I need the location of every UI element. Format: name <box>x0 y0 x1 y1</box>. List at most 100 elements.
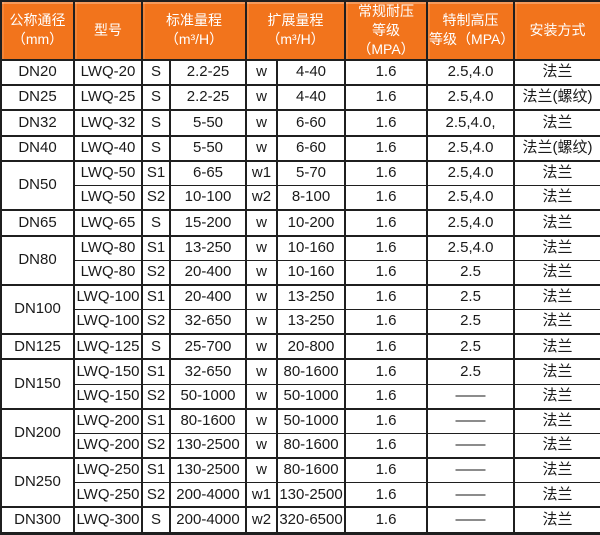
model-cell: LWQ-32 <box>73 109 143 137</box>
model-cell: LWQ-200 <box>73 432 143 460</box>
normal-pressure-cell: 1.6 <box>344 482 429 509</box>
table-row: DN50 LWQ-50 S1 6-65 w1 5-70 1.6 2.5,4.0 … <box>0 159 600 211</box>
std-grade-cell: S <box>141 83 171 112</box>
std-range-cell: 80-1600 <box>168 407 248 434</box>
mount-cell: 法兰(螺纹) <box>513 134 600 162</box>
table-row: LWQ-100 S2 32-650 w 13-250 1.6 2.5 法兰 <box>1 309 600 336</box>
high-pressure-cell: 2.5,4.0 <box>426 185 516 212</box>
std-grade-cell: S1 <box>141 358 171 385</box>
model-cell: LWQ-40 <box>73 134 143 162</box>
header-normal-pressure: 常规耐压 等级（MPA） <box>344 0 429 61</box>
ext-grade-cell: w <box>245 457 279 484</box>
ext-range-cell: 4-40 <box>276 58 347 87</box>
std-range-cell: 2.2-25 <box>168 83 248 112</box>
std-grade-cell: S <box>141 506 171 535</box>
high-pressure-cell: —— <box>426 407 516 434</box>
mount-cell: 法兰 <box>513 506 600 535</box>
header-mounting: 安装方式 <box>513 0 600 61</box>
ext-range-cell: 130-2500 <box>276 482 347 509</box>
ext-grade-cell: w <box>245 333 279 361</box>
table-row: DN125 LWQ-125 S 25-700 w 20-800 1.6 2.5 … <box>0 333 600 361</box>
table-row: LWQ-50 S2 10-100 w2 8-100 1.6 2.5,4.0 法兰 <box>1 185 600 212</box>
ext-grade-cell: w1 <box>245 159 279 187</box>
table-row: DN32 LWQ-32 S 5-50 w 6-60 1.6 2.5,4.0, 法… <box>0 109 600 137</box>
model-cell: LWQ-50 <box>73 185 143 212</box>
model-cell: LWQ-25 <box>73 83 143 112</box>
std-grade-cell: S2 <box>141 185 171 212</box>
std-range-cell: 50-1000 <box>168 383 248 410</box>
normal-pressure-cell: 1.6 <box>344 58 429 87</box>
mount-cell: 法兰 <box>513 432 600 460</box>
header-nominal-diameter: 公称通径 （mm） <box>0 0 75 61</box>
model-cell: LWQ-20 <box>73 58 143 87</box>
dn-cell: DN125 <box>0 333 75 361</box>
ext-range-cell: 13-250 <box>276 283 347 311</box>
normal-pressure-cell: 1.6 <box>344 333 429 361</box>
std-grade-cell: S2 <box>141 383 171 410</box>
model-cell: LWQ-80 <box>73 259 143 286</box>
header-extended-range: 扩展量程 （m³/H） <box>245 0 347 61</box>
table-row: DN250 LWQ-250 S1 130-2500 w 80-1600 1.6 … <box>0 457 600 508</box>
high-pressure-cell: 2.5 <box>426 309 516 336</box>
table-row: DN300 LWQ-300 S 200-4000 w2 320-6500 1.6… <box>0 506 600 535</box>
mount-cell: 法兰 <box>513 457 600 484</box>
dn-cell: DN50 <box>0 159 75 211</box>
high-pressure-cell: 2.5,4.0 <box>426 209 516 237</box>
normal-pressure-cell: 1.6 <box>344 234 429 261</box>
model-cell: LWQ-80 <box>73 234 143 261</box>
header-standard-range: 标准量程 （m³/H） <box>140 0 248 61</box>
high-pressure-cell: 2.5,4.0 <box>426 159 516 187</box>
mount-cell: 法兰 <box>513 333 600 361</box>
mount-cell: 法兰 <box>513 383 600 410</box>
std-grade-cell: S1 <box>141 283 171 311</box>
dn-cell: DN32 <box>0 109 75 137</box>
dn-cell: DN80 <box>0 234 75 286</box>
ext-grade-cell: w2 <box>245 506 279 535</box>
table-row: DN65 LWQ-65 S 15-200 w 10-200 1.6 2.5,4.… <box>0 209 600 237</box>
table-row: DN100 LWQ-100 S1 20-400 w 13-250 1.6 2.5… <box>0 283 600 335</box>
header-row: 公称通径 （mm） 型号 标准量程 （m³/H） 扩展量程 （m³/H） 常规耐… <box>0 0 600 61</box>
std-range-cell: 32-650 <box>168 358 248 385</box>
std-grade-cell: S1 <box>141 234 171 261</box>
normal-pressure-cell: 1.6 <box>344 283 429 311</box>
ext-range-cell: 10-200 <box>276 209 347 237</box>
mount-cell: 法兰 <box>513 234 600 261</box>
ext-range-cell: 10-160 <box>276 234 347 261</box>
std-range-cell: 5-50 <box>168 109 248 137</box>
ext-grade-cell: w <box>245 83 279 112</box>
mount-cell: 法兰 <box>513 185 600 212</box>
ext-range-cell: 320-6500 <box>276 506 347 535</box>
dn-cell: DN150 <box>0 358 75 410</box>
high-pressure-cell: —— <box>426 506 516 535</box>
ext-grade-cell: w <box>245 209 279 237</box>
model-cell: LWQ-250 <box>73 482 143 509</box>
ext-range-cell: 80-1600 <box>276 432 347 460</box>
high-pressure-cell: —— <box>426 457 516 484</box>
std-grade-cell: S <box>141 58 171 87</box>
normal-pressure-cell: 1.6 <box>344 109 429 137</box>
std-range-cell: 13-250 <box>168 234 248 261</box>
normal-pressure-cell: 1.6 <box>344 134 429 162</box>
std-range-cell: 25-700 <box>168 333 248 361</box>
table-row: LWQ-200 S2 130-2500 w 80-1600 1.6 —— 法兰 <box>1 432 600 460</box>
model-cell: LWQ-200 <box>73 407 143 434</box>
ext-range-cell: 13-250 <box>276 309 347 336</box>
std-grade-cell: S <box>141 134 171 162</box>
std-range-cell: 20-400 <box>168 259 248 286</box>
ext-range-cell: 80-1600 <box>276 358 347 385</box>
header-special-high-pressure: 特制高压 等级（MPA） <box>426 0 516 61</box>
table-row: LWQ-150 S2 50-1000 w 50-1000 1.6 —— 法兰 <box>1 383 600 410</box>
ext-grade-cell: w <box>245 283 279 311</box>
dn-cell: DN300 <box>0 506 75 535</box>
std-range-cell: 200-4000 <box>168 482 248 509</box>
ext-range-cell: 20-800 <box>276 333 347 361</box>
high-pressure-cell: —— <box>426 383 516 410</box>
ext-grade-cell: w2 <box>245 185 279 212</box>
model-cell: LWQ-150 <box>73 358 143 385</box>
ext-range-cell: 10-160 <box>276 259 347 286</box>
model-cell: LWQ-150 <box>73 383 143 410</box>
model-cell: LWQ-100 <box>73 309 143 336</box>
ext-grade-cell: w <box>245 58 279 87</box>
std-grade-cell: S <box>141 209 171 237</box>
table-row: LWQ-250 S2 200-4000 w1 130-2500 1.6 —— 法… <box>1 482 600 509</box>
